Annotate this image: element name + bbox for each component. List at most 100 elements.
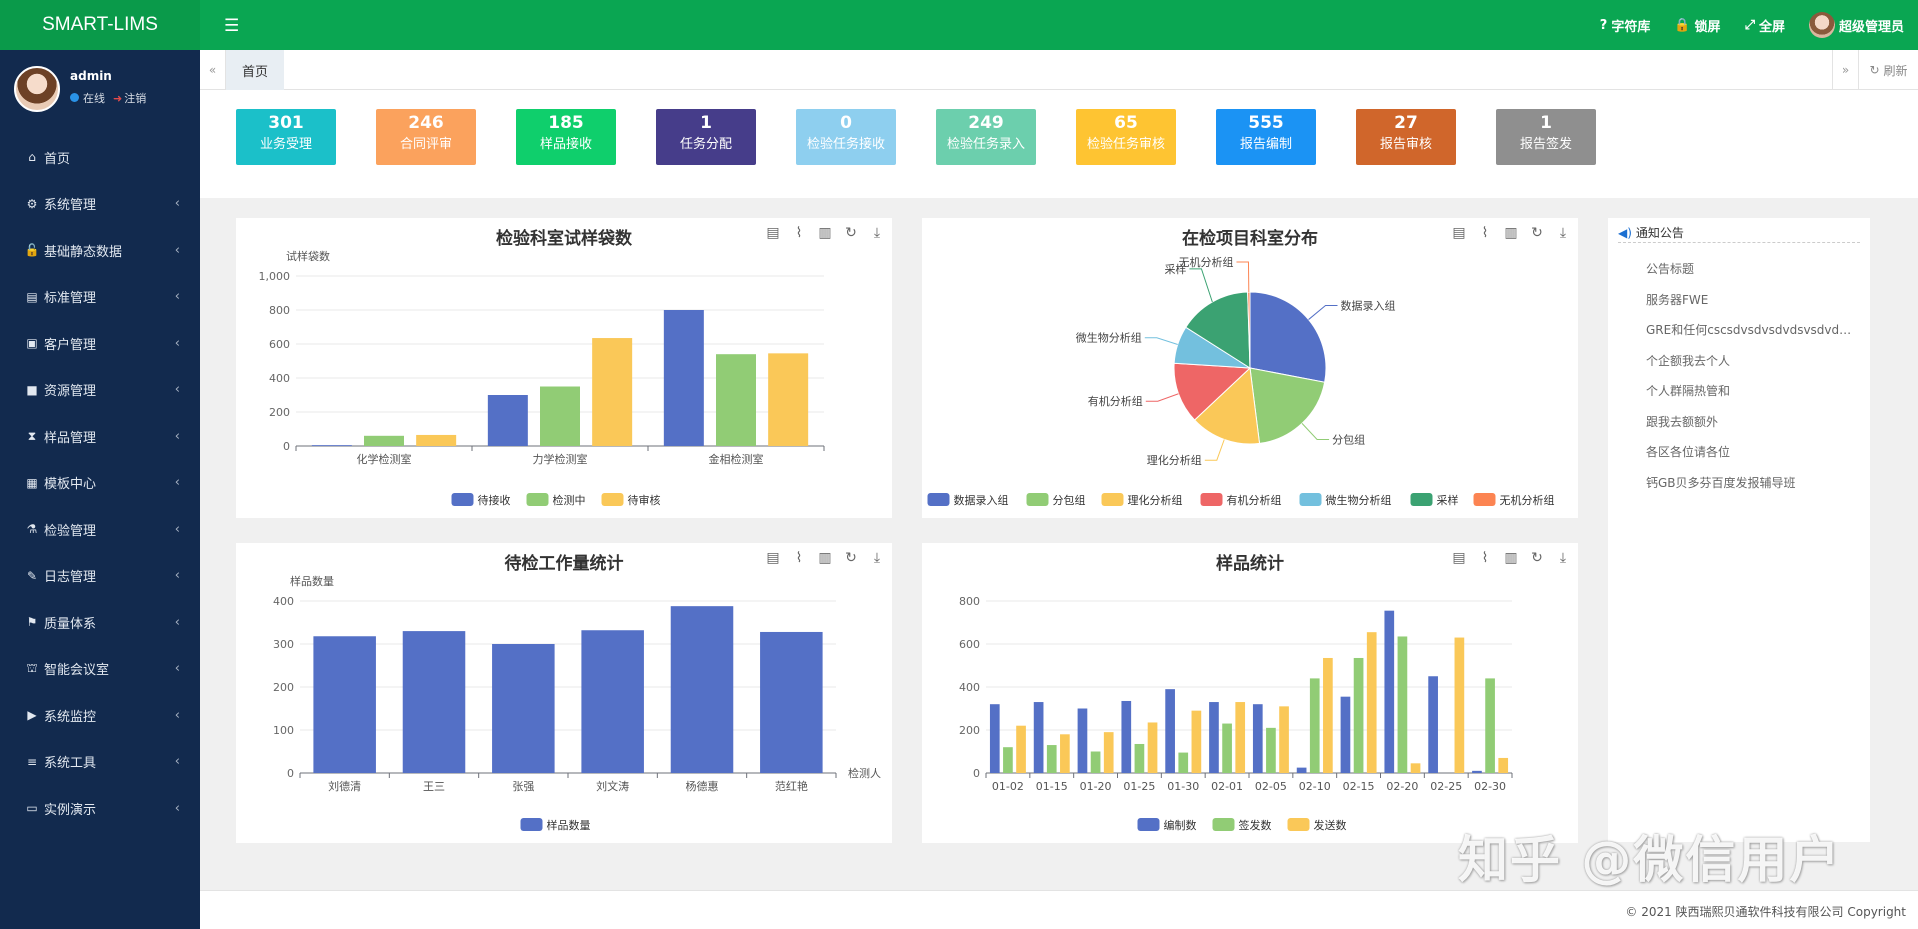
sidebar-item[interactable]: ⌂ 首页: [0, 134, 200, 181]
charset-button[interactable]: ? 字符库: [1600, 16, 1651, 35]
line-chart-icon[interactable]: ⌇: [1481, 550, 1489, 566]
hamburger-icon[interactable]: ☰: [224, 16, 240, 36]
sidebar-item[interactable]: ▣ 客户管理 ‹: [0, 320, 200, 367]
notice-item[interactable]: 个企额我去个人: [1646, 353, 1731, 368]
sidebar-item[interactable]: ⚗ 检验管理 ‹: [0, 506, 200, 553]
notice-item[interactable]: 各区各位请各位: [1646, 445, 1731, 459]
data-view-icon[interactable]: ▤: [1452, 550, 1466, 566]
notice-item[interactable]: 个人群隔热管和: [1646, 384, 1731, 398]
sidebar-item[interactable]: 🔓 基础静态数据 ‹: [0, 227, 200, 274]
bar: [760, 631, 823, 773]
menu-icon: ▭: [26, 801, 38, 816]
user-panel: admin 在线 ➜ 注销: [0, 50, 200, 114]
restore-icon[interactable]: ↻: [1531, 550, 1543, 566]
slice-label: 数据录入组: [1341, 299, 1396, 313]
x-tick-label: 02-15: [1343, 780, 1375, 793]
restore-icon[interactable]: ↻: [1531, 225, 1543, 241]
panel-sample-bags: 检验科室试样袋数 ▤ ⌇ ▥ ↻ ⤓ 0 200 400 600 800 1,000 试样袋数 化学检…: [236, 218, 892, 518]
sidebar-item[interactable]: ✎ 日志管理 ‹: [0, 553, 200, 600]
label-line: [1144, 337, 1178, 345]
stat-card[interactable]: 0 检验任务接收: [796, 109, 896, 165]
sidebar-item[interactable]: ⛫ 智能会议室 ‹: [0, 646, 200, 693]
bar-chart-icon[interactable]: ▥: [1504, 550, 1518, 566]
line-chart-icon[interactable]: ⌇: [795, 550, 803, 566]
fullscreen-button[interactable]: ⤢ 全屏: [1745, 16, 1785, 35]
download-icon[interactable]: ⤓: [873, 550, 881, 566]
data-view-icon[interactable]: ▤: [766, 550, 780, 566]
sidebar-item[interactable]: ⧗ 样品管理 ‹: [0, 413, 200, 460]
chart-toolbox: ▤ ⌇ ▥ ↻ ⤓: [1450, 549, 1572, 567]
stat-value: 249: [968, 113, 1004, 133]
user-menu[interactable]: 超级管理员: [1808, 12, 1904, 38]
stat-label: 合同评审: [399, 137, 452, 152]
stat-card[interactable]: 27 报告审核: [1356, 109, 1456, 165]
x-tick-label: 杨德惠: [686, 779, 719, 793]
data-view-icon[interactable]: ▤: [1452, 225, 1466, 241]
stat-label: 检验任务录入: [946, 137, 1025, 152]
bar: [1016, 725, 1026, 773]
notice-item[interactable]: GRE和任何cscsdvsdvsdvdsvsdvdsvdsv: [1646, 323, 1856, 337]
stat-card[interactable]: 249 检验任务录入: [936, 109, 1036, 165]
restore-icon[interactable]: ↻: [845, 225, 857, 241]
sidebar-item[interactable]: ▦ 模板中心 ‹: [0, 460, 200, 507]
refresh-button[interactable]: ↻ 刷新: [1858, 50, 1918, 90]
stat-card[interactable]: 65 检验任务审核: [1076, 109, 1176, 165]
sidebar-item[interactable]: ≡ 系统工具 ‹: [0, 739, 200, 786]
sidebar-item[interactable]: ▭ 实例演示 ‹: [0, 785, 200, 832]
sidebar-item[interactable]: ▤ 标准管理 ‹: [0, 274, 200, 321]
tab-next-button[interactable]: »: [1832, 50, 1858, 90]
bar: [1323, 657, 1333, 773]
tab-prev-button[interactable]: «: [200, 50, 226, 90]
line-chart-icon[interactable]: ⌇: [1481, 225, 1489, 241]
stat-card[interactable]: 301 业务受理: [236, 109, 336, 165]
bar: [1340, 696, 1351, 773]
download-icon[interactable]: ⤓: [1559, 225, 1567, 241]
brand-logo[interactable]: SMART-LIMS: [0, 0, 200, 50]
chevron-left-icon: ‹: [174, 475, 180, 491]
logout-link[interactable]: ➜ 注销: [113, 90, 146, 106]
notice-item[interactable]: 钙GB贝多芬百度发报辅导班: [1646, 475, 1796, 490]
notice-item[interactable]: 跟我去额额外: [1646, 414, 1719, 429]
download-icon[interactable]: ⤓: [873, 225, 881, 241]
stat-card[interactable]: 555 报告编制: [1216, 109, 1316, 165]
legend-swatch: [1299, 493, 1322, 506]
stat-value: 1: [1540, 113, 1552, 133]
label-line: [1189, 268, 1213, 303]
menu-icon: ⚙: [26, 196, 38, 211]
tab-home[interactable]: 首页: [226, 50, 285, 90]
bar: [1252, 704, 1263, 773]
x-tick-label: 刘文涛: [596, 779, 629, 793]
stat-card[interactable]: 1 任务分配: [656, 109, 756, 165]
bar-chart-icon[interactable]: ▥: [818, 225, 832, 241]
sidebar-item[interactable]: ▶ 系统监控 ‹: [0, 692, 200, 739]
legend-swatch: [1410, 493, 1433, 506]
line-chart-icon[interactable]: ⌇: [795, 225, 803, 241]
sidebar-item-label: 标准管理: [44, 291, 97, 307]
stat-card[interactable]: 246 合同评审: [376, 109, 476, 165]
stat-value: 246: [408, 113, 444, 133]
online-label: 在线: [83, 92, 105, 105]
top-actions: ? 字符库 🔒 锁屏 ⤢ 全屏 超级管理员: [1600, 0, 1904, 50]
slice-label: 理化分析组: [1147, 453, 1202, 467]
slice-label: 分包组: [1332, 432, 1365, 446]
bar-chart-icon[interactable]: ▥: [1504, 225, 1518, 241]
sidebar-item[interactable]: ⚑ 质量体系 ‹: [0, 599, 200, 646]
stat-label: 报告审核: [1379, 137, 1432, 152]
notice-item[interactable]: 公告标题: [1646, 262, 1695, 276]
sidebar-item[interactable]: ■ 资源管理 ‹: [0, 367, 200, 414]
bar: [1384, 610, 1395, 773]
bar: [768, 353, 809, 446]
notices-panel: ◀) 通知公告 公告标题 服务器FWE GRE和任何cscsdvsdvsdvdsvsd…: [1608, 218, 1870, 842]
bar: [311, 445, 352, 446]
stat-card[interactable]: 1 报告签发: [1496, 109, 1596, 165]
stat-card[interactable]: 185 样品接收: [516, 109, 616, 165]
data-view-icon[interactable]: ▤: [766, 225, 780, 241]
sidebar-item[interactable]: ⚙ 系统管理 ‹: [0, 181, 200, 228]
chevron-left-icon: ‹: [174, 754, 180, 770]
restore-icon[interactable]: ↻: [845, 550, 857, 566]
bar-chart-icon[interactable]: ▥: [818, 550, 832, 566]
notice-item[interactable]: 服务器FWE: [1646, 292, 1709, 307]
lock-screen-button[interactable]: 🔒 锁屏: [1674, 16, 1720, 35]
download-icon[interactable]: ⤓: [1559, 550, 1567, 566]
chart-toolbox: ▤ ⌇ ▥ ↻ ⤓: [1450, 224, 1572, 242]
